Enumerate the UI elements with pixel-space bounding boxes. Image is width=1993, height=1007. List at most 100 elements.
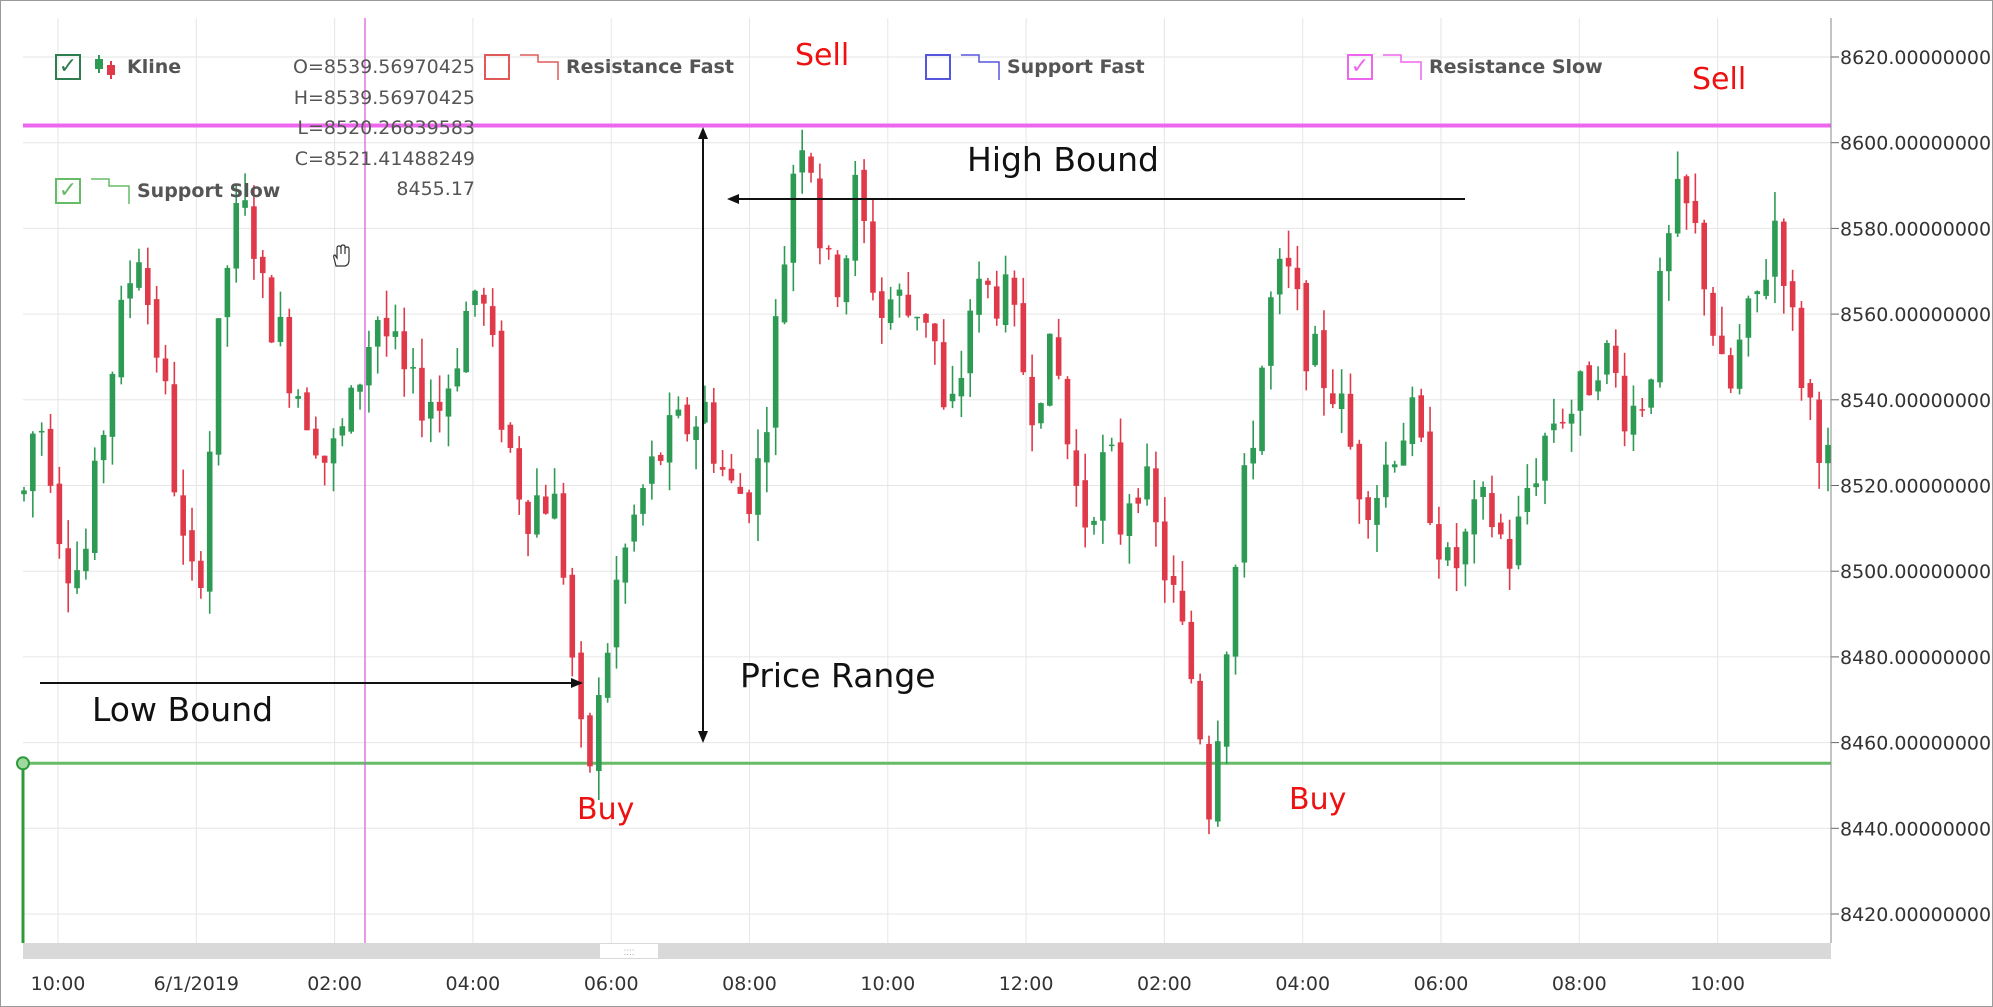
resistance-slow-label: Resistance Slow — [1429, 56, 1603, 78]
ohlc-open: O=8539.56970425 — [293, 56, 475, 78]
arrowhead — [727, 194, 739, 204]
candle-up — [1630, 405, 1637, 435]
candle-up — [1444, 547, 1451, 561]
candle-up — [1400, 440, 1407, 466]
candle-up — [30, 433, 36, 492]
candle-up — [445, 388, 452, 417]
candle-down — [1082, 480, 1088, 528]
candle-up — [109, 373, 116, 437]
horizontal-scrollbar[interactable] — [23, 943, 1831, 959]
kline-label: Kline — [127, 56, 182, 78]
candle-up — [896, 289, 903, 296]
candle-up — [242, 200, 248, 208]
candle-down — [1197, 680, 1203, 740]
candle-down — [1365, 497, 1371, 521]
y-tick-label: 8600.00000000 — [1840, 133, 1991, 155]
candle-down — [1161, 521, 1168, 581]
step-line-icon — [1383, 54, 1422, 80]
candle-up — [764, 432, 770, 463]
candle-down — [1692, 200, 1699, 224]
kline-checkbox[interactable]: ✓ — [55, 54, 81, 80]
candle-down — [684, 404, 691, 435]
legend-resistance-slow[interactable]: ✓ Resistance Slow — [1347, 52, 1603, 82]
step-line-icon — [961, 54, 1000, 80]
candle-down — [817, 178, 823, 249]
candle-down — [1170, 576, 1177, 585]
candle-down — [507, 424, 514, 448]
resistance-fast-checkbox[interactable] — [484, 54, 510, 80]
candle-down — [985, 280, 991, 285]
x-tick-label: 02:00 — [1137, 973, 1192, 995]
high-bound-label: High Bound — [967, 140, 1159, 179]
candle-down — [525, 501, 531, 534]
candle-down — [905, 294, 912, 316]
y-tick-label: 8440.00000000 — [1840, 818, 1991, 840]
candle-down — [489, 306, 496, 335]
candle-up — [1595, 380, 1601, 392]
ohlc-low: L=8520.26839583 — [297, 117, 475, 139]
candle-up — [622, 547, 629, 583]
candle-down — [516, 448, 523, 500]
candle-down — [1727, 355, 1734, 389]
candle-up — [1259, 367, 1265, 452]
candle-down — [923, 313, 929, 323]
candle-down — [1559, 421, 1566, 424]
legend-support-fast[interactable]: Support Fast — [925, 52, 1145, 82]
candle-down — [993, 286, 1000, 319]
candle-down — [401, 331, 408, 370]
candle-up — [366, 346, 372, 386]
candle-up — [392, 331, 399, 337]
candle-down — [198, 560, 204, 588]
candle-up — [1471, 499, 1478, 535]
candle-down — [1073, 450, 1080, 486]
candle-up — [330, 438, 337, 464]
candle-down — [153, 299, 160, 358]
arrowhead — [698, 127, 708, 139]
candle-up — [427, 401, 434, 419]
candle-up — [1232, 566, 1239, 657]
y-tick-label: 8620.00000000 — [1840, 47, 1991, 69]
candle-down — [1418, 395, 1425, 438]
candle-up — [1108, 444, 1115, 447]
candle-down — [162, 358, 169, 382]
candle-up — [1250, 447, 1256, 464]
candle-up — [91, 460, 98, 553]
support-slow-checkbox[interactable]: ✓ — [55, 178, 81, 204]
candle-up — [1409, 397, 1416, 445]
candle-down — [870, 221, 876, 293]
x-tick-label: 08:00 — [722, 973, 777, 995]
candle-up — [1515, 516, 1522, 566]
legend-kline[interactable]: ✓ Kline — [55, 52, 181, 82]
resistance-slow-checkbox[interactable]: ✓ — [1347, 54, 1373, 80]
legend-resistance-fast[interactable]: Resistance Fast — [484, 52, 734, 82]
candle-up — [339, 426, 346, 436]
candle-down — [1612, 345, 1619, 373]
candle-up — [1577, 371, 1584, 411]
arrowhead — [698, 731, 708, 743]
ohlc-high: H=8539.56970425 — [293, 86, 475, 109]
y-tick-label: 8520.00000000 — [1840, 476, 1991, 498]
candle-down — [808, 156, 814, 173]
candle-down — [145, 268, 151, 305]
y-tick-label: 8500.00000000 — [1840, 561, 1991, 583]
candle-down — [481, 294, 487, 304]
scrollbar-thumb[interactable] — [600, 944, 658, 958]
candle-down — [1055, 337, 1062, 376]
support-value: 8455.17 — [396, 178, 475, 200]
candle-down — [1329, 393, 1336, 405]
candle-down — [542, 496, 549, 514]
candle-down — [321, 455, 328, 463]
candle-down — [737, 486, 744, 494]
candle-up — [1047, 333, 1053, 406]
candle-up — [454, 368, 461, 387]
x-tick-label: 10:00 — [31, 973, 86, 995]
candle-down — [436, 401, 443, 411]
candle-down — [56, 483, 63, 545]
candle-down — [304, 392, 310, 431]
legend-support-slow[interactable]: ✓ Support Slow — [55, 176, 280, 206]
support-fast-checkbox[interactable] — [925, 54, 951, 80]
ohlc-close: C=8521.41488249 — [294, 147, 475, 170]
scrollbar-grip: :::: — [623, 947, 634, 958]
